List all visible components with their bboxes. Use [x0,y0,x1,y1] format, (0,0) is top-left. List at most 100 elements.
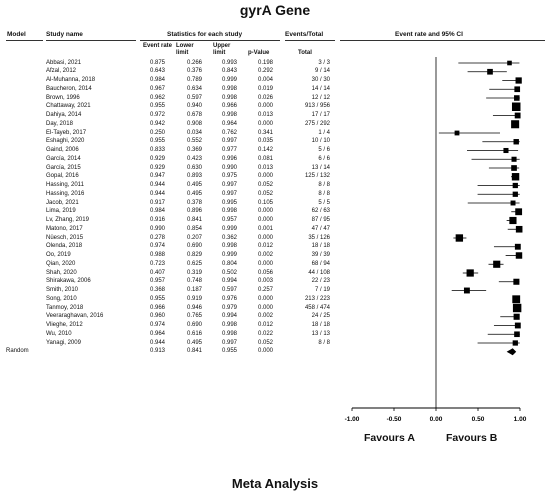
lower-limit: 0.376 [186,68,202,75]
x-tick-label: 1.00 [514,416,527,423]
x-tick-label: 0.00 [430,416,443,423]
p-value: 0.081 [257,155,273,162]
upper-limit: 0.804 [221,260,237,267]
event-rate: 0.643 [149,68,165,75]
event-rate: 0.984 [149,77,165,84]
upper-limit: 0.979 [221,304,237,311]
table-row: Hassing, 2011 0.944 0.495 0.997 0.052 8 / 8 [0,181,550,190]
study-name: Lima, 2019 [46,208,76,215]
event-rate: 0.984 [149,208,165,215]
table-row: Gaind, 2006 0.833 0.369 0.977 0.142 5 / 6 [0,146,550,155]
upper-limit: 0.502 [221,269,237,276]
upper-limit: 0.999 [221,77,237,84]
study-point [515,208,523,216]
study-point [455,234,464,242]
events-total: 125 / 132 [304,173,330,180]
table-row: Brown, 1996 0.962 0.597 0.998 0.026 12 / 12 [0,94,550,103]
p-value: 0.002 [257,313,273,320]
pooled-p-value: 0.000 [257,348,273,355]
lower-limit: 0.940 [186,103,202,110]
p-value: 0.019 [257,85,273,92]
events-total: 24 / 25 [311,313,330,320]
p-value: 0.257 [257,287,273,294]
study-point [463,287,470,294]
table-row: Matono, 2017 0.990 0.854 0.999 0.001 47 / 47 [0,225,550,234]
model-header-rule [6,40,43,41]
events-total: 68 / 94 [311,260,330,267]
chart-subtitle: Meta Analysis [231,476,319,491]
event-rate: 0.929 [149,164,165,171]
lower-limit: 0.266 [186,59,202,66]
lower-limit: 0.616 [186,330,202,337]
lower-limit: 0.552 [186,138,202,145]
study-point [493,260,501,268]
p-value: 0.105 [257,199,273,206]
lower-limit: 0.495 [186,190,202,197]
lower-limit: 0.187 [186,287,202,294]
study-name: Matono, 2017 [46,225,83,232]
events-total: 62 / 63 [311,208,330,215]
study-point [511,102,521,111]
event-rate: 0.833 [149,147,165,154]
event-rate: 0.917 [149,199,165,206]
upper-limit: 0.994 [221,278,237,285]
event-rate: 0.944 [149,190,165,197]
lower-limit: 0.893 [186,173,202,180]
table-row: Veeraraghavan, 2016 0.960 0.765 0.994 0.002 2… [0,312,550,321]
events-total: 13 / 14 [311,164,330,171]
study-name: Oo, 2019 [46,252,71,259]
table-row: Chattaway, 2021 0.955 0.940 0.966 0.000 913 /… [0,102,550,111]
x-tick-label: -1.00 [345,416,360,423]
favours-b-label: Favours B [446,432,498,444]
table-row: Hassing, 2016 0.944 0.495 0.997 0.052 8 / 8 [0,190,550,199]
study-name: Jacob, 2021 [46,199,79,206]
event-rate: 0.960 [149,313,165,320]
upper-limit: 0.998 [221,243,237,250]
upper-limit: 0.999 [221,225,237,232]
upper-limit: 0.362 [221,234,237,241]
study-point [466,269,474,277]
events-total: 22 / 23 [311,278,330,285]
x-tick-label: 0.50 [472,416,485,423]
study-point [515,77,522,84]
event-rate: 0.929 [149,155,165,162]
statistics-header: Statistics for each study [167,31,243,38]
upper-limit: 0.999 [221,252,237,259]
study-name: Dahiya, 2014 [46,112,82,119]
events-total: 5 / 6 [318,147,330,154]
table-row: Eshaghi, 2020 0.955 0.552 0.997 0.035 10 / 10 [0,137,550,146]
events-total: 5 / 5 [318,199,330,206]
study-point [513,139,519,145]
table-row: Wu, 2010 0.964 0.616 0.998 0.022 13 / 13 [0,330,550,339]
upper-limit: 0.843 [221,68,237,75]
p-value: 0.035 [257,138,273,145]
study-point [503,147,509,154]
study-name: Smith, 2010 [46,287,79,294]
p-value: 0.198 [257,59,273,66]
event-rate: 0.955 [149,103,165,110]
p-value: 0.022 [257,330,273,337]
study-point [512,303,522,313]
study-name: Brown, 1996 [46,94,80,101]
study-point [513,278,520,285]
table-row: Jacob, 2021 0.917 0.378 0.995 0.105 5 / 5 [0,199,550,208]
study-point [512,295,521,304]
study-point [515,252,523,259]
event-rate: 0.916 [149,217,165,224]
event-rate: 0.875 [149,59,165,66]
p-value: 0.000 [257,234,273,241]
upper-limit: 0.966 [221,103,237,110]
p-value: 0.000 [257,173,273,180]
table-row: Shirakawa, 2006 0.957 0.748 0.994 0.003 22 / … [0,277,550,286]
p-value: 0.292 [257,68,273,75]
event-rate: 0.966 [149,304,165,311]
upper-limit: 0.998 [221,322,237,329]
p-value: 0.002 [257,252,273,259]
p-value: 0.013 [257,112,273,119]
events-total: 1 / 4 [318,129,330,136]
lower-limit: 0.919 [186,295,202,302]
events-total-header: Events/Total [285,31,324,38]
p-value: 0.003 [257,278,273,285]
study-name: Chattaway, 2021 [46,103,91,110]
